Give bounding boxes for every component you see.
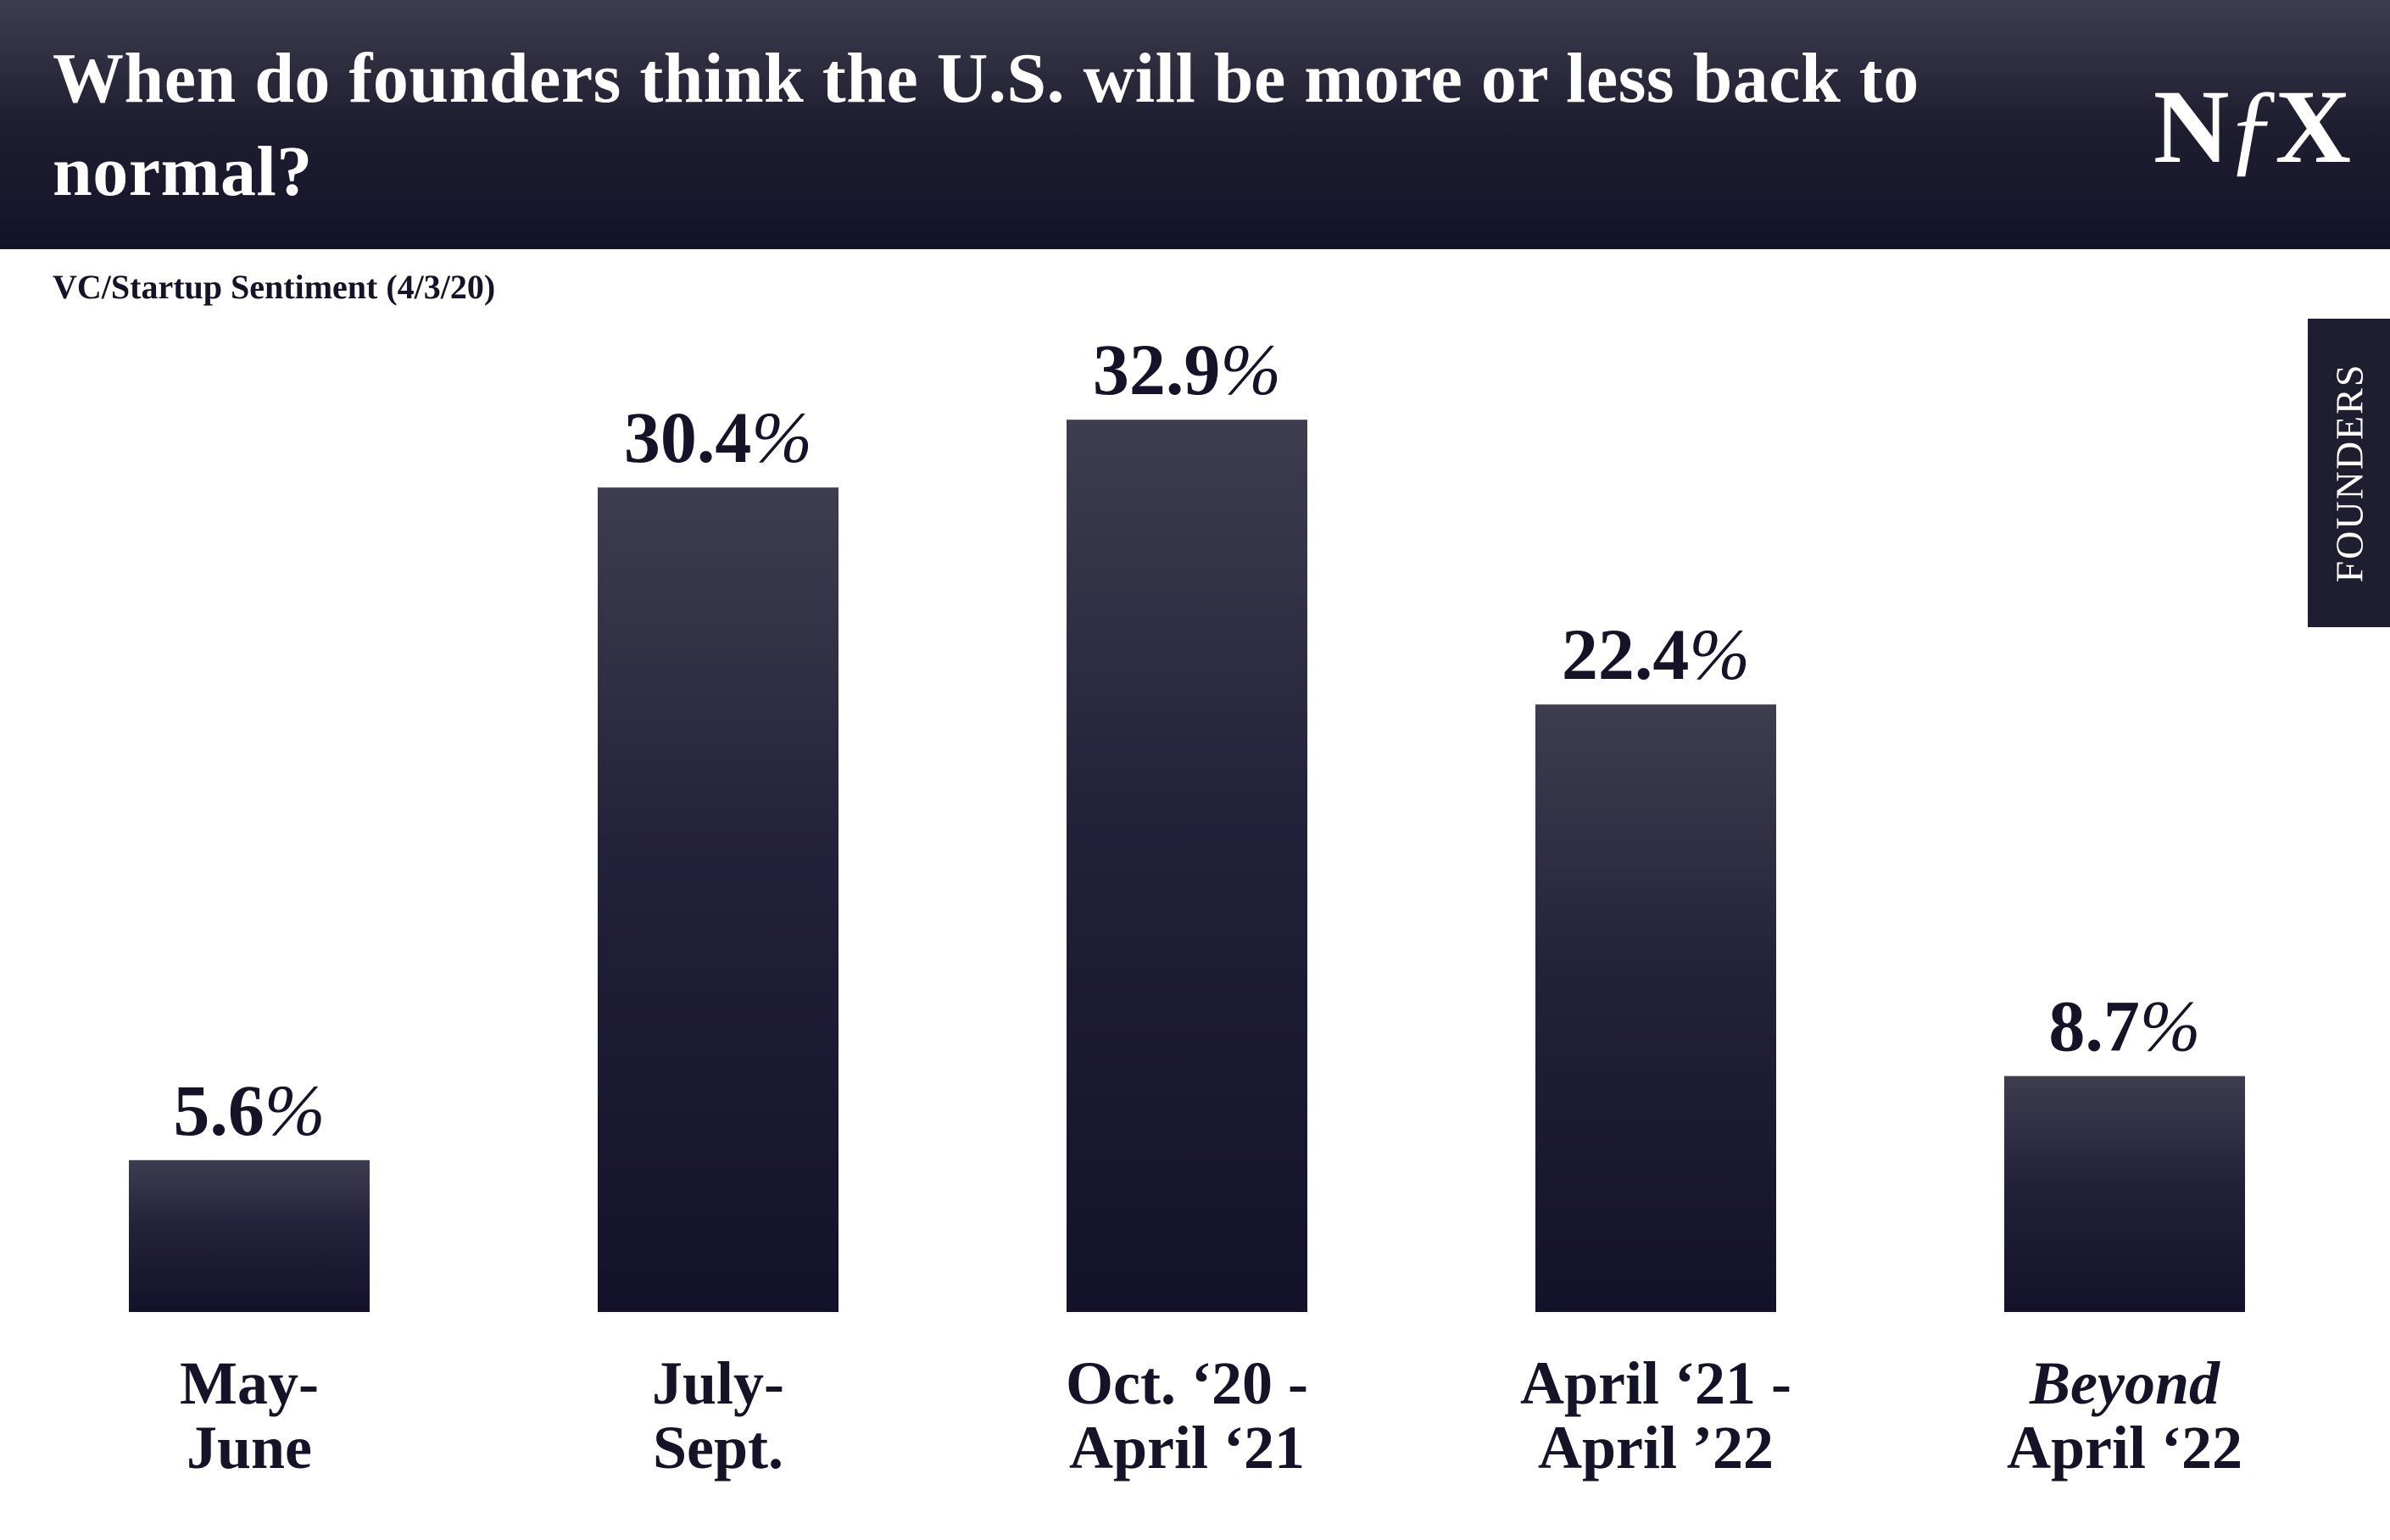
bar: [2004, 1076, 2245, 1312]
bar-value-label: 5.6%: [173, 1070, 325, 1151]
nfx-logo: NƒX: [2153, 69, 2351, 185]
category-label: April ‘21 -April ’22: [1520, 1349, 1791, 1482]
header-banner: When do founders think the U.S. will be …: [0, 0, 2390, 249]
bar-value-label: 30.4%: [624, 397, 812, 478]
bars-group: [129, 420, 2245, 1313]
bar: [129, 1159, 370, 1312]
founders-side-tab: FOUNDERS: [2308, 319, 2390, 627]
category-label: Beyond April ‘22: [2007, 1349, 2242, 1482]
bar: [598, 487, 838, 1312]
bar-value-label: 22.4%: [1562, 614, 1750, 695]
bar-value-label: 32.9%: [1093, 329, 1281, 410]
bar: [1535, 704, 1776, 1312]
bar: [1067, 420, 1307, 1313]
category-label: May-June: [180, 1349, 319, 1482]
value-labels-group: 5.6% 30.4% 32.9% 22.4% 8.7%: [173, 329, 2200, 1151]
category-labels-group: May-June July-Sept. Oct. ‘20 -April ‘21 Apr…: [180, 1349, 2242, 1482]
category-label: Oct. ‘20 -April ‘21: [1066, 1349, 1308, 1482]
category-label: July-Sept.: [652, 1349, 784, 1482]
chart-title: When do founders think the U.S. will be …: [53, 39, 1919, 211]
chart-subtitle: VC/Startup Sentiment (4/3/20): [53, 268, 496, 306]
bar-value-label: 8.7%: [2048, 986, 2200, 1067]
